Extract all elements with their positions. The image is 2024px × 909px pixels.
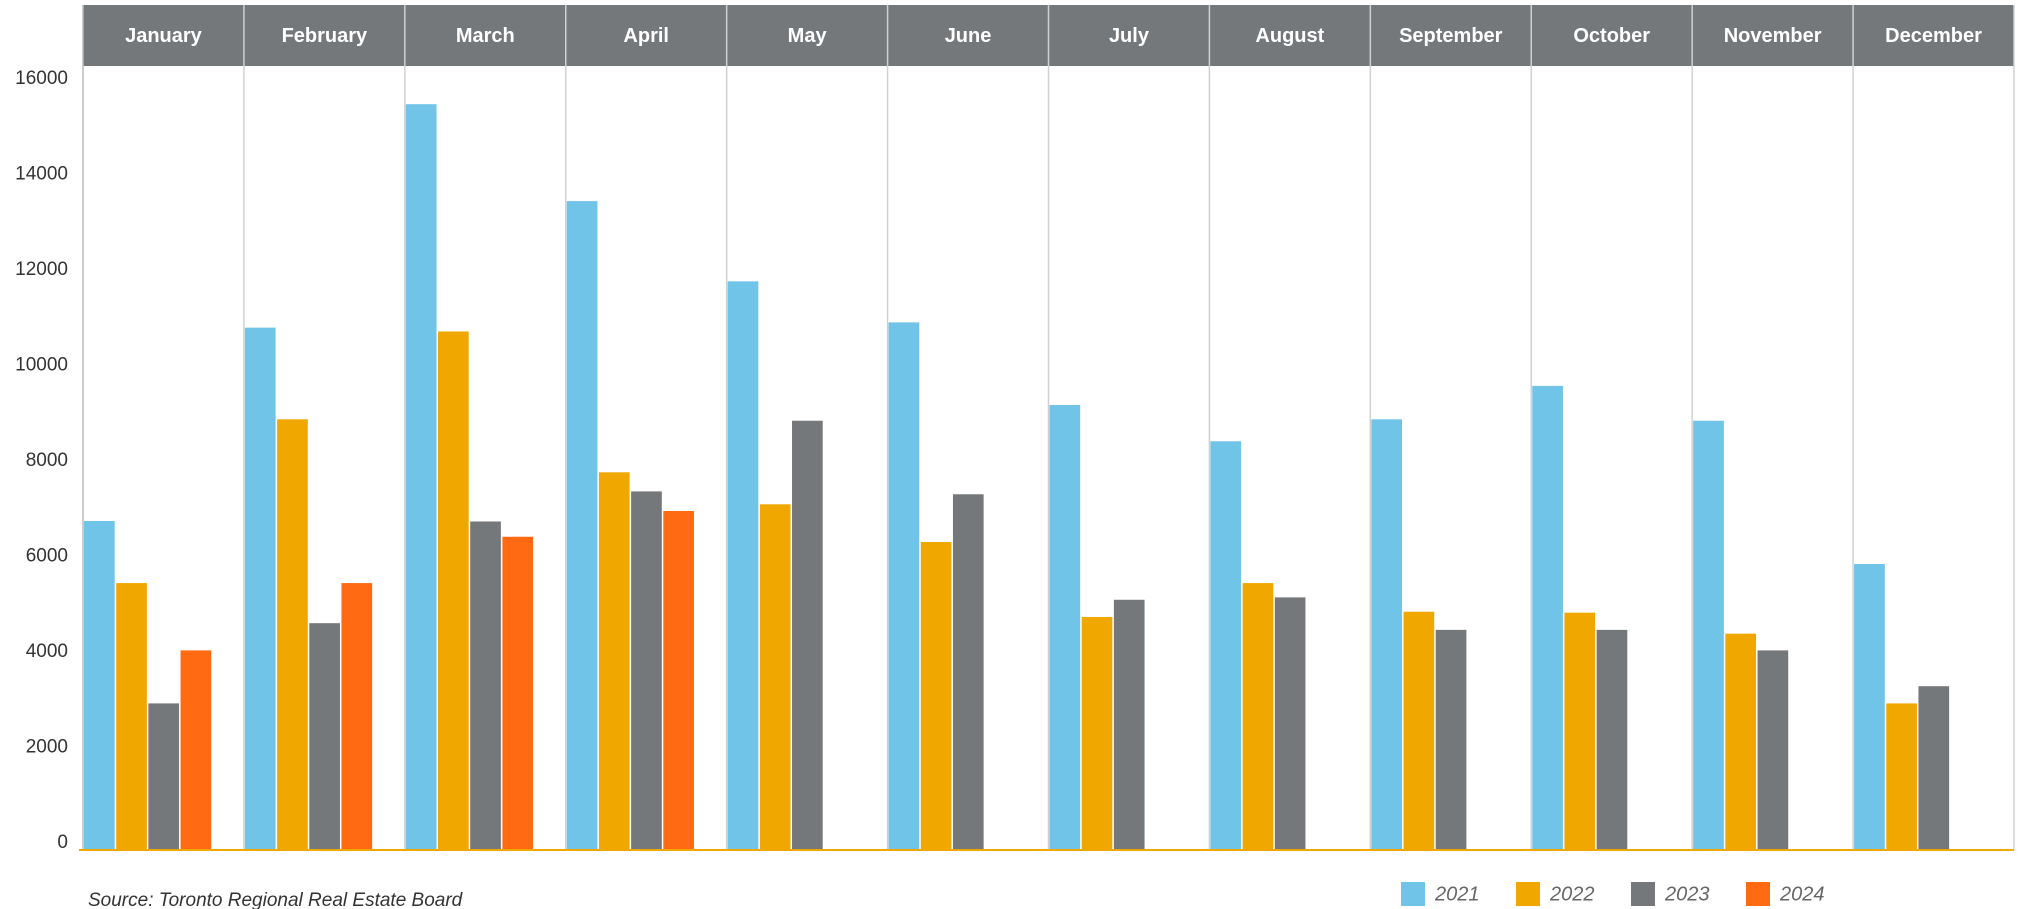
x-tick-label: March [456, 25, 515, 47]
bar [180, 650, 212, 849]
x-tick-label: May [788, 25, 828, 47]
y-tick-label: 2000 [26, 737, 68, 758]
legend-label: 2024 [1779, 883, 1825, 905]
x-tick-label: December [1885, 25, 1982, 47]
bar [116, 583, 147, 849]
bar [1757, 650, 1789, 849]
y-tick-label: 14000 [15, 164, 68, 185]
bar [148, 703, 180, 849]
y-tick-label: 16000 [15, 68, 68, 89]
bar [663, 510, 694, 849]
source-note: Source: Toronto Regional Real Estate Boa… [88, 890, 464, 909]
legend-swatch [1631, 882, 1655, 906]
bar [405, 104, 437, 849]
bar [1532, 385, 1563, 849]
bar [1596, 629, 1628, 849]
y-tick-label: 12000 [15, 259, 68, 280]
bar [1113, 599, 1145, 849]
bar [309, 623, 340, 849]
bar [84, 520, 115, 849]
bar [1918, 686, 1950, 849]
bar [1886, 703, 1917, 849]
bar [1049, 404, 1081, 849]
bar [792, 420, 823, 849]
bar [631, 491, 662, 849]
bar [1081, 616, 1113, 849]
bar [438, 331, 469, 850]
x-tick-label: July [1109, 25, 1150, 47]
x-tick-label: September [1399, 25, 1503, 47]
bar [1693, 420, 1724, 849]
legend-swatch [1516, 882, 1540, 906]
bar [1242, 583, 1274, 849]
y-tick-label: 10000 [15, 355, 68, 376]
bar [888, 322, 920, 849]
bar [1371, 419, 1403, 849]
legend-swatch [1746, 882, 1770, 906]
x-tick-label: June [945, 25, 992, 47]
x-tick-label: January [125, 25, 203, 47]
y-tick-label: 4000 [26, 641, 68, 662]
bar [1854, 563, 1885, 849]
bar [759, 504, 791, 849]
x-tick-label: February [282, 25, 368, 47]
y-tick-label: 0 [57, 832, 68, 853]
bar [277, 419, 308, 849]
bar [727, 281, 759, 849]
x-tick-label: October [1573, 25, 1650, 47]
bar [1435, 629, 1467, 849]
bar [952, 494, 984, 849]
legend-label: 2023 [1664, 883, 1710, 905]
bar [1564, 612, 1596, 849]
bar [920, 542, 952, 849]
bar [341, 583, 373, 849]
bar [1274, 597, 1306, 849]
bar [1725, 633, 1757, 849]
legend-label: 2021 [1434, 883, 1480, 905]
legend-swatch [1401, 882, 1425, 906]
x-tick-label: November [1724, 25, 1822, 47]
x-tick-label: August [1255, 25, 1324, 47]
x-tick-label: April [623, 25, 669, 47]
bar [470, 521, 501, 849]
bar [598, 472, 630, 849]
bar [502, 536, 534, 849]
y-tick-label: 6000 [26, 546, 68, 567]
bar [1210, 441, 1242, 849]
bar [566, 201, 598, 850]
legend-label: 2022 [1549, 883, 1595, 905]
y-tick-label: 8000 [26, 450, 68, 471]
bar [1403, 611, 1435, 849]
bar [244, 327, 276, 849]
